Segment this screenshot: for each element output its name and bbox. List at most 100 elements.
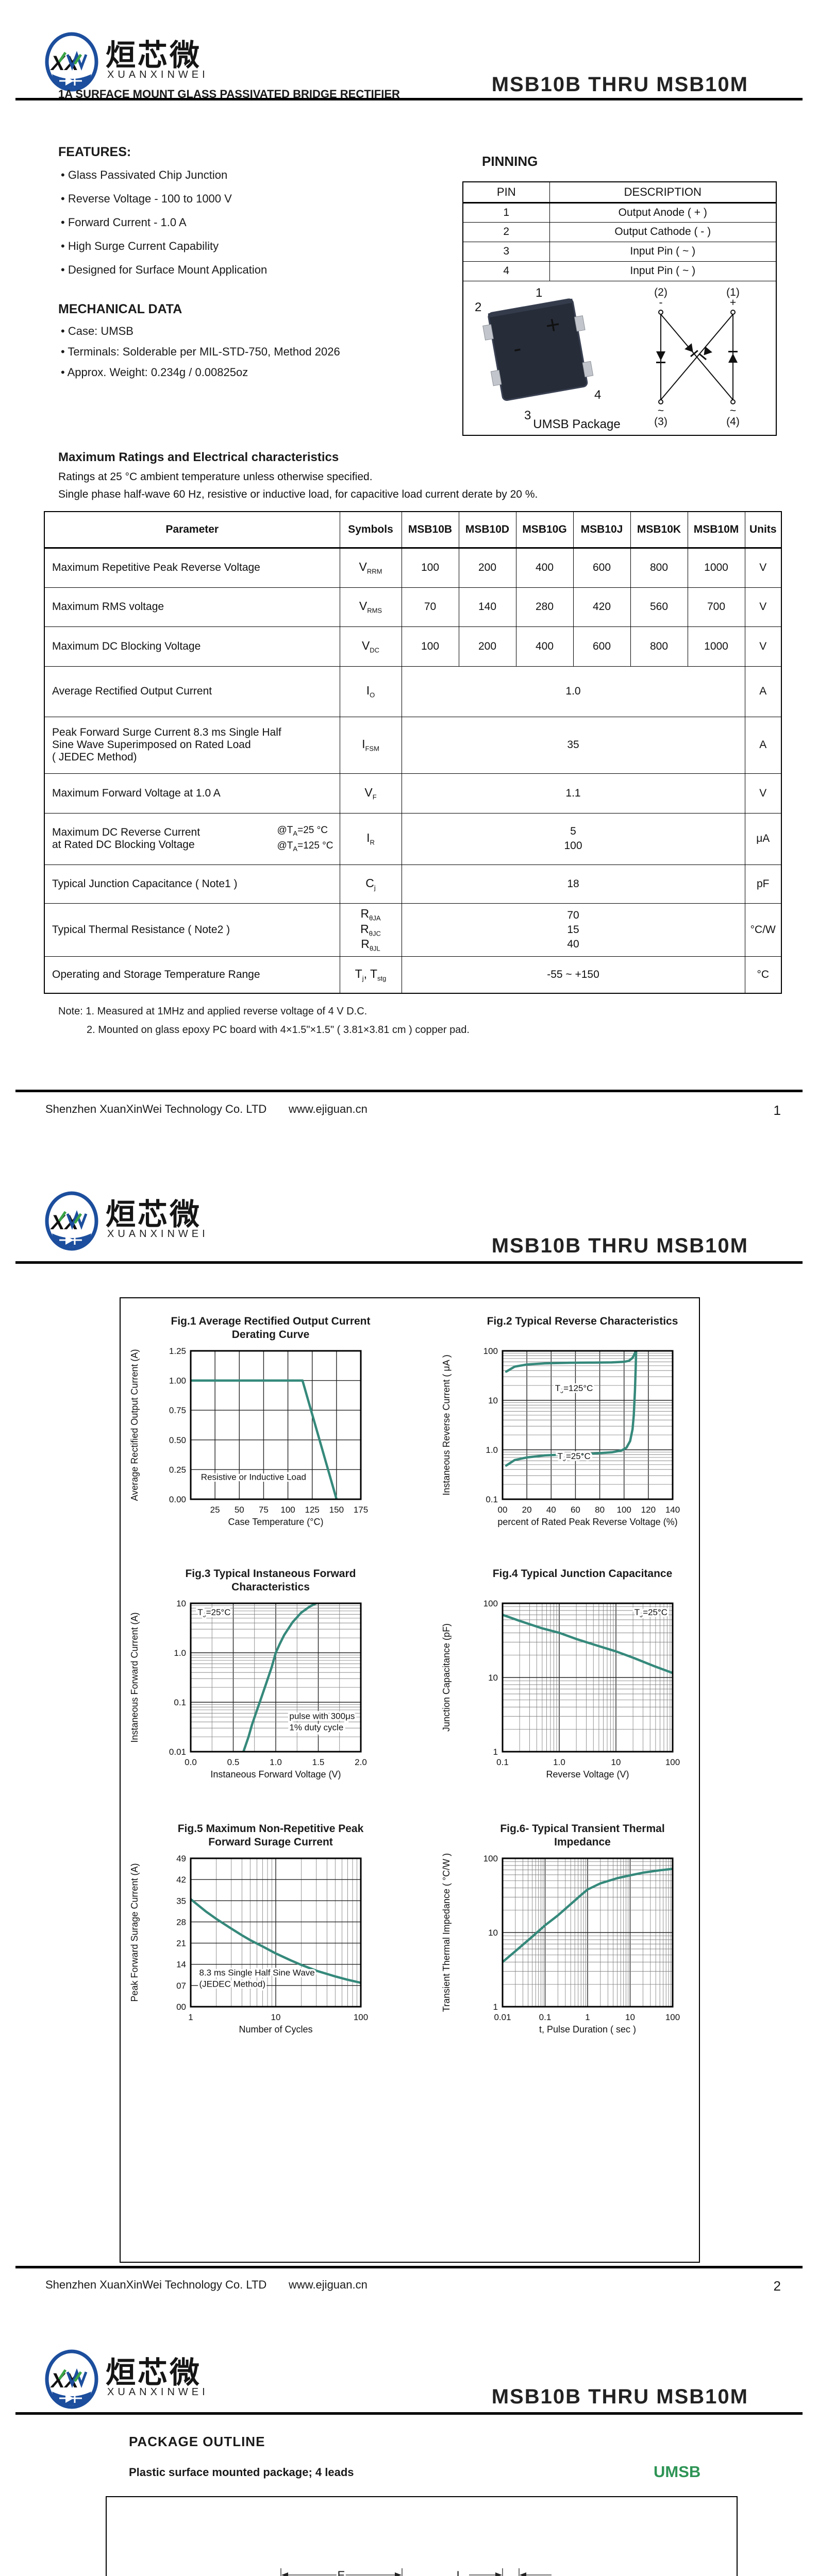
y-axis-label: Transient Thermal Impedance ( °C/W ) (441, 1853, 452, 2012)
circuit-sign-minus: - (659, 297, 663, 309)
chart-annotation: TJ=25°C (557, 1451, 590, 1463)
logo-mark-icon: XX (44, 1190, 99, 1255)
value-cell: 200 (458, 626, 516, 667)
ratings-row: Typical Junction Capacitance ( Note1 ) Cj… (44, 864, 782, 904)
doc-title: MSB10B THRU MSB10M (491, 2385, 748, 2408)
value-cell: 560 (630, 587, 688, 627)
pinning-cell: Input Pin ( ~ ) (549, 261, 777, 281)
unit-cell: V (744, 587, 782, 627)
y-axis-label: Average Rectified Output Current (A) (129, 1349, 140, 1501)
parameter-cell: Maximum DC Blocking Voltage (44, 626, 340, 667)
photo-pin3-label: 3 (524, 409, 531, 422)
chart-annotation: TJ=25°C (635, 1607, 667, 1619)
chart-fig3: 0.0 0.5 1.0 1.5 2.0 0.01 0.1 1.0 10 Instaneous Fo… (129, 1599, 367, 1780)
series-TJ=25C (505, 1351, 638, 1467)
svg-text:1: 1 (493, 1747, 498, 1757)
ratings-header: MSB10J (573, 511, 631, 549)
ratings-header: MSB10M (687, 511, 745, 549)
figure-title: Fig.6- Typical Transient Thermal Impedan… (500, 1823, 665, 1848)
package-photo: + - 1 2 3 4 (475, 286, 601, 422)
value-cell: 35 (401, 716, 745, 774)
chart-annotation: TJ=125°C (555, 1383, 593, 1395)
svg-text:21: 21 (176, 1939, 186, 1948)
ratings-header: MSB10G (515, 511, 574, 549)
y-axis-label: Junction Capacitance (pF) (441, 1623, 452, 1732)
chart-fig4: 0.1 1.0 10 100 1 10 100 Reverse Voltage (V) Junc… (441, 1599, 680, 1780)
svg-text:1: 1 (585, 2012, 590, 2022)
value-cell: 140 (458, 587, 516, 627)
svg-text:100: 100 (665, 1757, 680, 1767)
unit-cell: pF (744, 864, 782, 904)
parameter-cell: Maximum RMS voltage (44, 587, 340, 627)
package-name-label: UMSB (654, 2463, 701, 2481)
value-cell: 70 15 40 (401, 903, 745, 957)
svg-text:0.1: 0.1 (539, 2012, 552, 2022)
symbol-cell: IFSM (339, 716, 402, 774)
parameter-cell: Maximum DC Reverse Current at Rated DC Bl… (44, 812, 340, 865)
svg-text:100: 100 (280, 1505, 295, 1515)
circuit-terminal-1: (1) (726, 286, 740, 298)
svg-text:49: 49 (176, 1854, 186, 1863)
svg-text:0.25: 0.25 (169, 1465, 186, 1475)
x-axis-label: Instaneous Forward Voltage (V) (210, 1769, 341, 1780)
logo-english-name: XUANXINWEI (107, 69, 209, 80)
symbol-cell: VRRM (339, 547, 402, 588)
bullet-item: • Forward Current - 1.0 A (61, 216, 187, 229)
pinning-header-description: DESCRIPTION (549, 181, 777, 204)
svg-text:10: 10 (611, 1757, 621, 1767)
ratings-row: Peak Forward Surge Current 8.3 ms Single… (44, 716, 782, 774)
chart-ticks: 00 20 40 60 80 100 120 140 0.1 1.0 10 100 (483, 1346, 680, 1515)
footer-website: www.ejiguan.cn (289, 2278, 368, 2291)
svg-text:35: 35 (176, 1896, 186, 1906)
logo-emblem-icon: XX (45, 2349, 98, 2409)
ratings-table: Parameter Symbols MSB10B MSB10D MSB10G MSB10J… (44, 511, 782, 994)
value-cell: 100 (401, 547, 459, 588)
svg-text:07: 07 (176, 1981, 186, 1991)
symbol-cell: RθJA RθJC RθJL (339, 903, 402, 957)
ratings-header: Parameter (44, 511, 340, 549)
header-divider (15, 98, 803, 100)
parameter-cell: Peak Forward Surge Current 8.3 ms Single… (44, 716, 340, 774)
parameter-cell: Typical Thermal Resistance ( Note2 ) (44, 903, 340, 957)
chart-grid (503, 1858, 673, 2007)
figure-title: Fig.5 Maximum Non-Repetitive Peak Forward… (177, 1823, 364, 1848)
svg-text:75: 75 (259, 1505, 269, 1515)
ratings-header: MSB10B (401, 511, 459, 549)
pinning-header-pin: PIN (462, 181, 550, 204)
footer-divider (15, 2266, 803, 2268)
chart-fig2: 00 20 40 60 80 100 120 140 0.1 1.0 10 100 percent of… (441, 1346, 680, 1527)
symbol-cell: IR (339, 812, 402, 865)
chart-ticks: 0.01 0.1 1 10 100 1 10 100 (483, 1854, 680, 2022)
value-cell: 400 (515, 626, 574, 667)
logo-mark-icon: XX (44, 2348, 99, 2413)
ratings-header: MSB10K (630, 511, 688, 549)
value-cell: 1000 (687, 626, 745, 667)
parameter-cell: Typical Junction Capacitance ( Note1 ) (44, 864, 340, 904)
chart-ticks: 1 10 100 00 07 14 21 28 35 42 49 (176, 1854, 368, 2022)
symbol-cell: VF (339, 773, 402, 814)
package-outline-subtitle: Plastic surface mounted package; 4 leads (129, 2466, 354, 2479)
bullet-item: • Terminals: Solderable per MIL-STD-750,… (61, 345, 340, 358)
svg-text:120: 120 (641, 1505, 656, 1515)
series-capacitance-curve (503, 1614, 673, 1674)
symbol-cell: VDC (339, 626, 402, 667)
pinning-table: PIN DESCRIPTION 1 Output Anode ( + ) 2 Outp… (462, 181, 777, 436)
svg-text:42: 42 (176, 1875, 186, 1885)
svg-text:0.50: 0.50 (169, 1435, 186, 1445)
chart-ticks: 25 50 75 100 125 150 175 0.00 0.25 0.50 0.75 1.00 1.… (169, 1346, 368, 1515)
parameter-cell: Maximum Repetitive Peak Reverse Voltage (44, 547, 340, 588)
ratings-row: Maximum Repetitive Peak Reverse Voltage V… (44, 547, 782, 588)
circuit-sign-ac1: ~ (658, 405, 664, 417)
ratings-row: Operating and Storage Temperature Range T… (44, 956, 782, 994)
chart-fig1: 25 50 75 100 125 150 175 0.00 0.25 0.50 0.75 1.00 1.… (129, 1346, 368, 1527)
ratings-row: Maximum RMS voltage VRMS 70 140 280 420 560 700… (44, 587, 782, 627)
chart-annotation: 8.3 ms Single Half Sine Wave (JEDEC Metho… (199, 1968, 315, 1989)
pinning-image-cell: + - 1 2 3 4 (462, 280, 777, 436)
dim-label-L: L (457, 2569, 463, 2576)
svg-text:1.5: 1.5 (312, 1757, 325, 1767)
features-title: FEATURES: (58, 145, 131, 159)
svg-text:10: 10 (271, 2012, 281, 2022)
pinning-row: 4 Input Pin ( ~ ) (462, 261, 777, 281)
header-divider (15, 1261, 803, 1264)
svg-text:100: 100 (617, 1505, 631, 1515)
